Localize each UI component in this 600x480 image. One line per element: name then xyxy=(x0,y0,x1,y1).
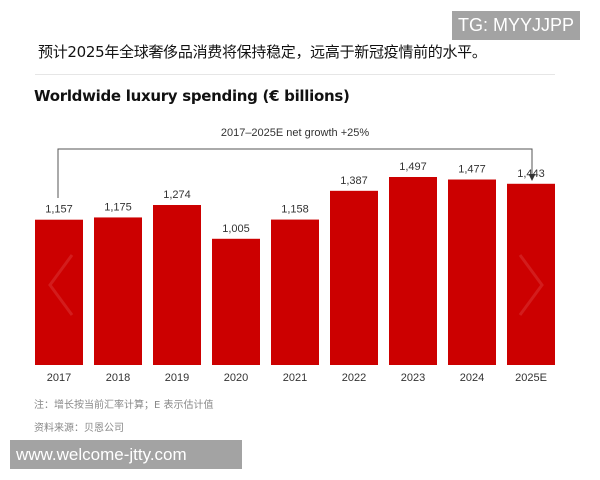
growth-bracket xyxy=(57,148,533,198)
chart-title: Worldwide luxury spending (€ billions) xyxy=(34,87,350,105)
x-tick-label: 2020 xyxy=(224,372,248,384)
data-label: 1,387 xyxy=(340,175,368,187)
x-tick-label: 2024 xyxy=(460,372,484,384)
x-tick-label: 2018 xyxy=(106,372,130,384)
watermark-top: TG: MYYJJPP xyxy=(452,11,581,40)
data-label: 1,477 xyxy=(458,164,486,176)
headline: 预计2025年全球奢侈品消费将保持稳定，远高于新冠疫情前的水平。 xyxy=(38,43,487,61)
x-tick-label: 2017 xyxy=(47,372,71,384)
chart-source: 资料来源：贝恩公司 xyxy=(34,423,124,434)
data-label: 1,443 xyxy=(517,168,545,180)
chart-note: 注：增长按当前汇率计算；E 表示估计值 xyxy=(34,400,214,411)
data-label: 1,005 xyxy=(222,223,250,235)
bar-2023 xyxy=(389,177,437,365)
chevron-left-icon[interactable] xyxy=(48,254,74,316)
watermark-bottom: www.welcome-jtty.com xyxy=(10,440,242,469)
x-tick-label: 2021 xyxy=(283,372,307,384)
data-label: 1,274 xyxy=(163,189,191,201)
bar-2022 xyxy=(330,190,378,365)
bar-2018 xyxy=(94,217,142,365)
bar-2021 xyxy=(271,219,319,365)
arrow-down-icon xyxy=(528,174,536,181)
data-label: 1,497 xyxy=(399,161,427,173)
data-label: 1,158 xyxy=(281,204,309,216)
data-label: 1,175 xyxy=(104,201,132,213)
x-tick-label: 2022 xyxy=(342,372,366,384)
bar-2017 xyxy=(35,219,83,365)
divider xyxy=(35,74,555,75)
data-label: 1,157 xyxy=(45,204,73,216)
bar-2019 xyxy=(153,205,201,365)
growth-annotation: 2017–2025E net growth +25% xyxy=(221,127,370,139)
bar-2025E xyxy=(507,183,555,365)
bar-2024 xyxy=(448,179,496,365)
x-tick-label: 2023 xyxy=(401,372,425,384)
bar-2020 xyxy=(212,238,260,365)
x-tick-label: 2019 xyxy=(165,372,189,384)
x-tick-label: 2025E xyxy=(515,372,547,384)
chevron-right-icon[interactable] xyxy=(518,254,544,316)
